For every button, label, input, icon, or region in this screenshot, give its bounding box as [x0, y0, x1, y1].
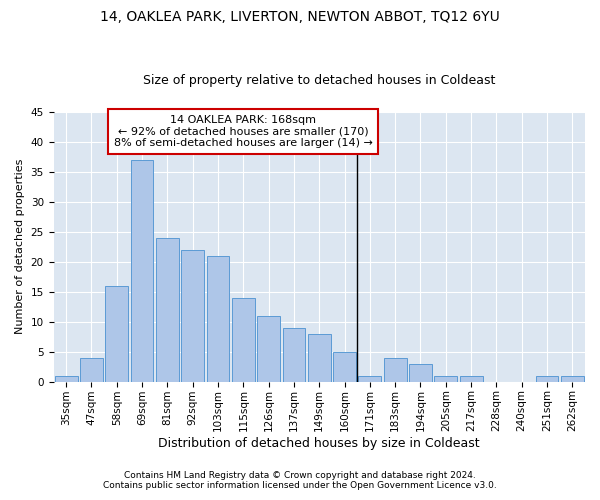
Bar — [257, 316, 280, 382]
Bar — [181, 250, 204, 382]
Bar — [358, 376, 381, 382]
Text: Contains HM Land Registry data © Crown copyright and database right 2024.
Contai: Contains HM Land Registry data © Crown c… — [103, 470, 497, 490]
Bar — [333, 352, 356, 382]
Bar — [460, 376, 482, 382]
Bar — [434, 376, 457, 382]
Bar — [106, 286, 128, 382]
Bar — [283, 328, 305, 382]
Bar — [156, 238, 179, 382]
Bar — [206, 256, 229, 382]
Bar — [536, 376, 559, 382]
Bar — [384, 358, 407, 382]
Text: 14 OAKLEA PARK: 168sqm
← 92% of detached houses are smaller (170)
8% of semi-det: 14 OAKLEA PARK: 168sqm ← 92% of detached… — [114, 115, 373, 148]
Title: Size of property relative to detached houses in Coldeast: Size of property relative to detached ho… — [143, 74, 496, 87]
Bar — [561, 376, 584, 382]
Bar — [80, 358, 103, 382]
Bar — [308, 334, 331, 382]
Bar — [232, 298, 255, 382]
Bar — [131, 160, 154, 382]
Y-axis label: Number of detached properties: Number of detached properties — [15, 159, 25, 334]
Bar — [409, 364, 432, 382]
Text: 14, OAKLEA PARK, LIVERTON, NEWTON ABBOT, TQ12 6YU: 14, OAKLEA PARK, LIVERTON, NEWTON ABBOT,… — [100, 10, 500, 24]
X-axis label: Distribution of detached houses by size in Coldeast: Distribution of detached houses by size … — [158, 437, 480, 450]
Bar — [55, 376, 77, 382]
